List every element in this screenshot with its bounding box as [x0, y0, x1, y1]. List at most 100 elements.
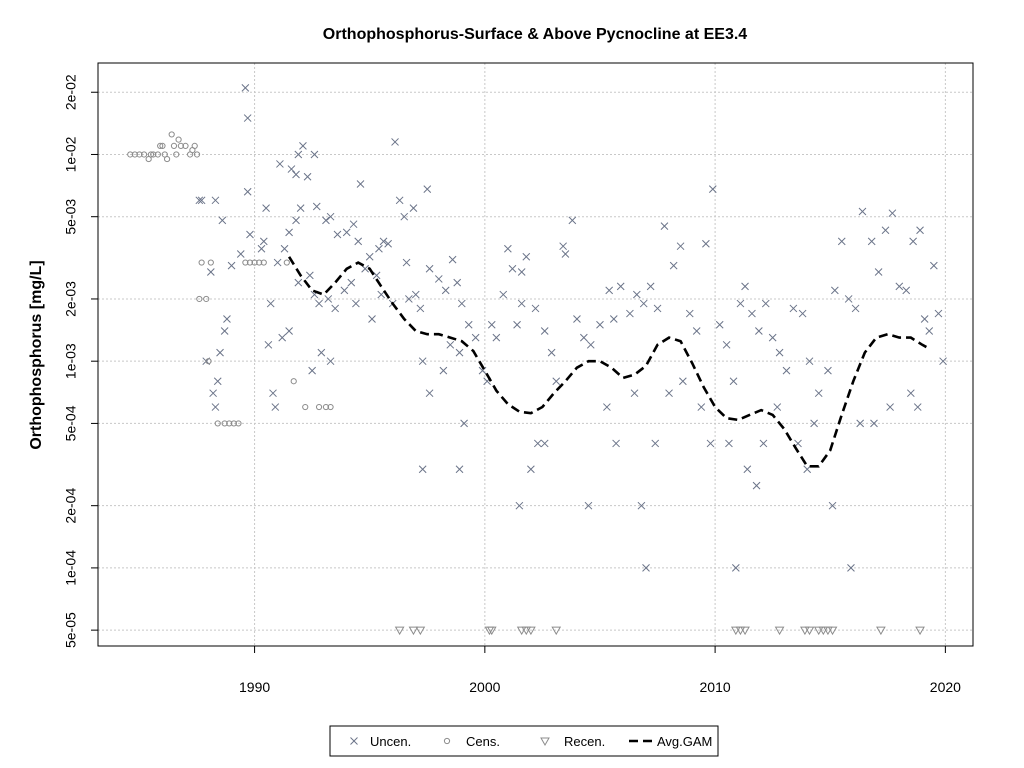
uncen-point: [584, 501, 593, 510]
uncen-point: [775, 348, 784, 357]
uncen-point: [423, 185, 432, 193]
uncen-point: [925, 327, 934, 335]
cens-point: [205, 358, 212, 365]
uncen-point: [805, 357, 814, 366]
uncen-point: [411, 290, 420, 299]
uncen-point: [814, 389, 823, 398]
y-tick-label: 2e-02: [63, 74, 79, 110]
uncen-point: [216, 348, 224, 357]
cens-point: [327, 403, 334, 411]
uncen-point: [384, 239, 392, 248]
uncen-point: [547, 348, 556, 357]
uncen-point: [561, 250, 570, 258]
uncen-point: [725, 439, 733, 448]
plot-area: [127, 84, 947, 636]
uncen-point: [759, 439, 768, 448]
legend-uncen-swatch: [350, 737, 358, 745]
uncen-point: [409, 204, 418, 212]
uncen-point: [632, 290, 641, 299]
x-tick-label: 2010: [700, 679, 731, 695]
uncen-point: [637, 501, 646, 510]
y-tick-label: 2e-04: [63, 488, 79, 524]
uncen-point: [365, 252, 374, 261]
uncen-point: [492, 333, 501, 342]
uncen-point: [508, 264, 517, 273]
uncen-point: [630, 389, 639, 398]
uncen-point: [294, 150, 303, 159]
uncen-point: [349, 220, 358, 229]
uncen-point: [487, 320, 496, 329]
uncen-point: [706, 439, 715, 448]
uncen-point: [322, 216, 330, 225]
uncen-point: [646, 282, 655, 291]
uncen-point: [743, 465, 752, 474]
uncen-point: [241, 84, 250, 92]
uncen-point: [603, 403, 611, 411]
cens-point: [150, 151, 157, 158]
x-tick-label: 2000: [469, 679, 500, 695]
uncen-point: [305, 271, 314, 280]
cens-point: [140, 151, 148, 158]
cens-point: [189, 146, 196, 154]
legend-label: Recen.: [564, 734, 605, 749]
uncen-point: [605, 286, 614, 295]
uncen-point: [580, 333, 588, 342]
recen-point: [526, 626, 536, 636]
uncen-point: [425, 389, 434, 398]
uncen-point: [326, 357, 335, 366]
plot-frame: [97, 62, 974, 647]
uncen-point: [531, 304, 540, 313]
y-tick-label: 1e-03: [63, 343, 79, 379]
uncen-point: [596, 320, 604, 329]
uncen-point: [324, 295, 333, 303]
cens-point: [127, 151, 134, 158]
uncen-point: [939, 357, 947, 366]
uncen-point: [195, 196, 204, 205]
uncen-point: [660, 222, 669, 231]
uncen-point: [340, 286, 349, 295]
recen-point: [915, 626, 925, 636]
chart-title: Orthophosphorus-Surface & Above Pycnocli…: [323, 26, 747, 43]
uncen-point: [223, 315, 231, 323]
uncen-point: [828, 501, 837, 510]
recen-point: [730, 626, 741, 636]
uncen-point: [352, 299, 360, 308]
cens-point: [193, 151, 201, 158]
uncen-point: [368, 315, 376, 323]
uncen-point: [653, 304, 662, 313]
uncen-point: [262, 204, 270, 212]
cens-point: [290, 378, 297, 385]
uncen-point: [372, 271, 381, 280]
uncen-point: [471, 333, 480, 342]
cens-point: [230, 420, 237, 427]
uncen-point: [276, 160, 284, 168]
y-tick-label: 5e-04: [63, 405, 79, 441]
cens-point: [283, 259, 290, 266]
uncen-point: [736, 299, 745, 308]
uncen-point: [209, 389, 217, 398]
uncen-point: [455, 465, 464, 474]
uncen-point: [395, 196, 404, 205]
uncen-point: [441, 286, 450, 295]
uncen-point: [197, 196, 206, 205]
uncen-point: [312, 202, 321, 211]
uncen-point: [886, 403, 894, 411]
x-tick-label: 1990: [239, 679, 270, 695]
uncen-point: [331, 304, 340, 313]
cens-point: [173, 151, 180, 158]
uncen-point: [909, 237, 917, 246]
uncen-point: [294, 278, 303, 287]
uncen-point: [259, 237, 268, 246]
uncen-point: [920, 315, 929, 323]
uncen-point: [913, 403, 922, 411]
y-tick-label: 1e-02: [63, 136, 79, 172]
uncen-point: [457, 299, 466, 308]
uncen-point: [243, 187, 252, 196]
uncen-point: [292, 170, 300, 179]
cens-point: [198, 259, 205, 266]
uncen-point: [934, 309, 943, 318]
uncen-point: [499, 290, 508, 299]
cens-point: [170, 142, 178, 150]
uncen-point: [708, 185, 717, 193]
